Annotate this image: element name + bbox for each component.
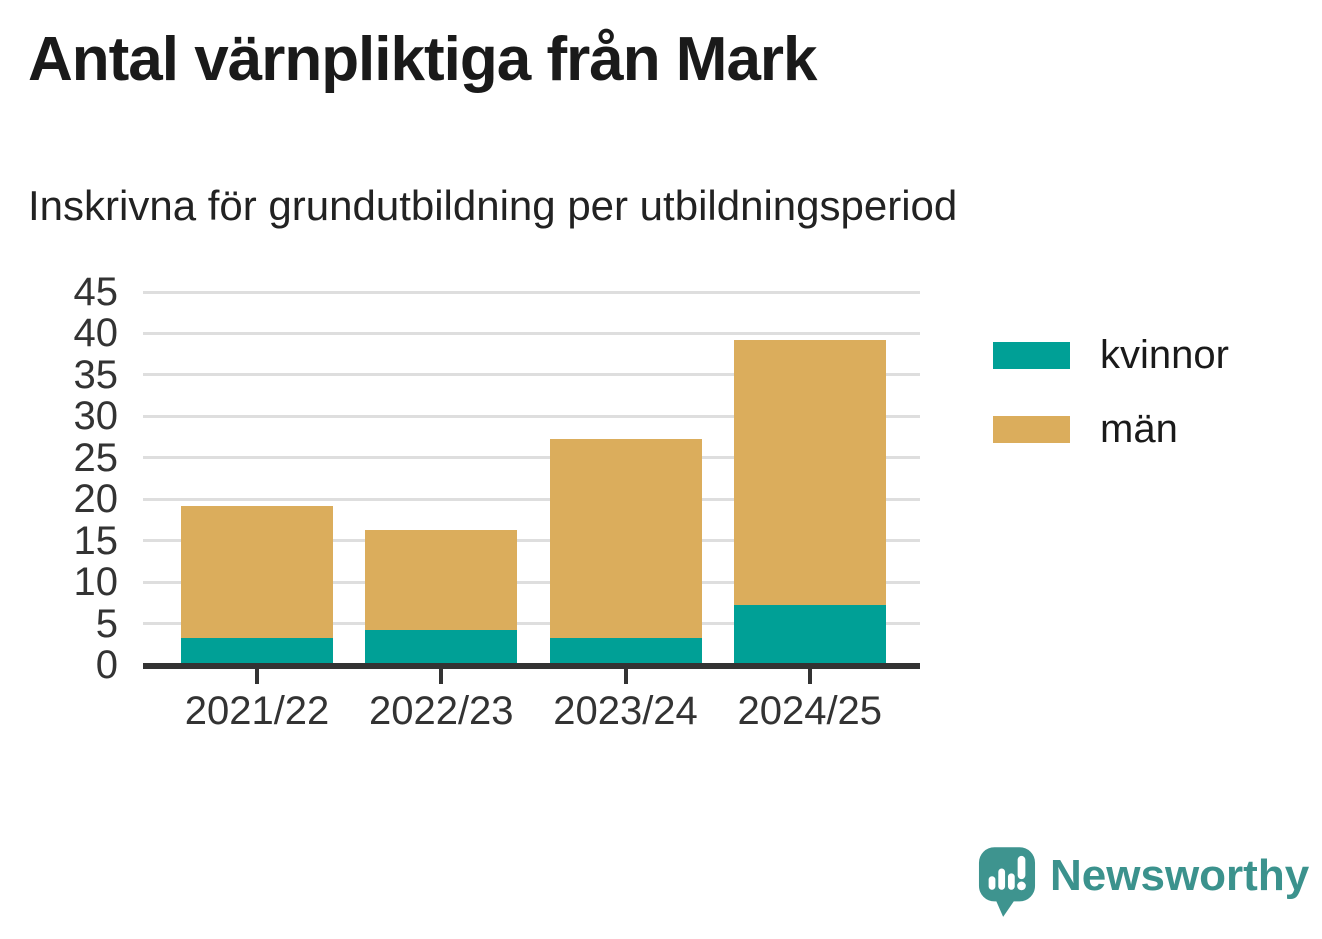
gridline-35: [143, 373, 920, 377]
y-tick-label-30: 30: [73, 394, 119, 439]
y-tick-label-15: 15: [73, 518, 119, 563]
bar-segment-kvinnor-2023/24: [549, 638, 702, 663]
x-axis-line: [143, 663, 920, 669]
chart-subtitle: Inskrivna för grundutbildning per utbild…: [28, 182, 958, 229]
bar-segment-kvinnor-2022/23: [365, 629, 518, 663]
gridline-5: [143, 622, 920, 626]
gridline-20: [143, 497, 920, 501]
y-tick-label-40: 40: [73, 311, 119, 356]
x-tick-label-2023/24: 2023/24: [553, 689, 698, 733]
y-tick-label-45: 45: [73, 270, 119, 314]
bar-segment-män-2021/22: [181, 505, 333, 639]
legend-label-män: män: [1100, 407, 1178, 451]
x-tick-2021/22: [255, 669, 259, 684]
gridline-30: [143, 414, 920, 418]
x-tick-2022/23: [439, 669, 444, 684]
legend-label-kvinnor: kvinnor: [1100, 333, 1229, 377]
gridline-45: [143, 290, 920, 294]
x-tick-label-2024/25: 2024/25: [737, 689, 883, 733]
y-tick-label-35: 35: [73, 352, 119, 397]
gridline-40: [143, 331, 920, 335]
x-tick-label-2022/23: 2022/23: [368, 689, 514, 733]
bar-segment-män-2022/23: [365, 530, 518, 630]
chart-title: Antal värnpliktiga från Mark: [28, 25, 818, 94]
branding: Newsworthy: [978, 846, 1309, 920]
newsworthy-logo-icon: [978, 847, 1036, 917]
plot-area: 0 5 10 15 20 25 30 35 40 45 2021/22 2022/23 2023/24…: [74, 271, 920, 733]
y-tick-label-5: 5: [95, 601, 118, 646]
bar-segment-kvinnor-2024/25: [733, 604, 886, 663]
y-tick-label-10: 10: [73, 560, 119, 605]
y-tick-label-20: 20: [73, 477, 119, 522]
x-tick-2024/25: [807, 669, 812, 684]
gridline-15: [143, 539, 920, 543]
gridline-10: [143, 580, 920, 584]
x-tick-label-2021/22: 2021/22: [184, 689, 330, 733]
bar-segment-män-2023/24: [549, 439, 702, 639]
gridline-25: [143, 456, 920, 460]
legend-swatch-kvinnor: [993, 341, 1070, 369]
legend-item-kvinnor: kvinnor: [993, 333, 1229, 377]
legend-item-män: män: [993, 407, 1229, 451]
legend-swatch-män: [993, 415, 1070, 443]
newsworthy-logo-text: Newsworthy: [1050, 851, 1310, 900]
bar-segment-män-2024/25: [733, 339, 886, 605]
bar-segment-kvinnor-2021/22: [181, 638, 333, 663]
x-tick-2023/24: [623, 669, 628, 684]
y-tick-label-25: 25: [73, 435, 119, 480]
legend: kvinnor män: [993, 333, 1229, 481]
y-tick-label-0: 0: [95, 643, 118, 687]
